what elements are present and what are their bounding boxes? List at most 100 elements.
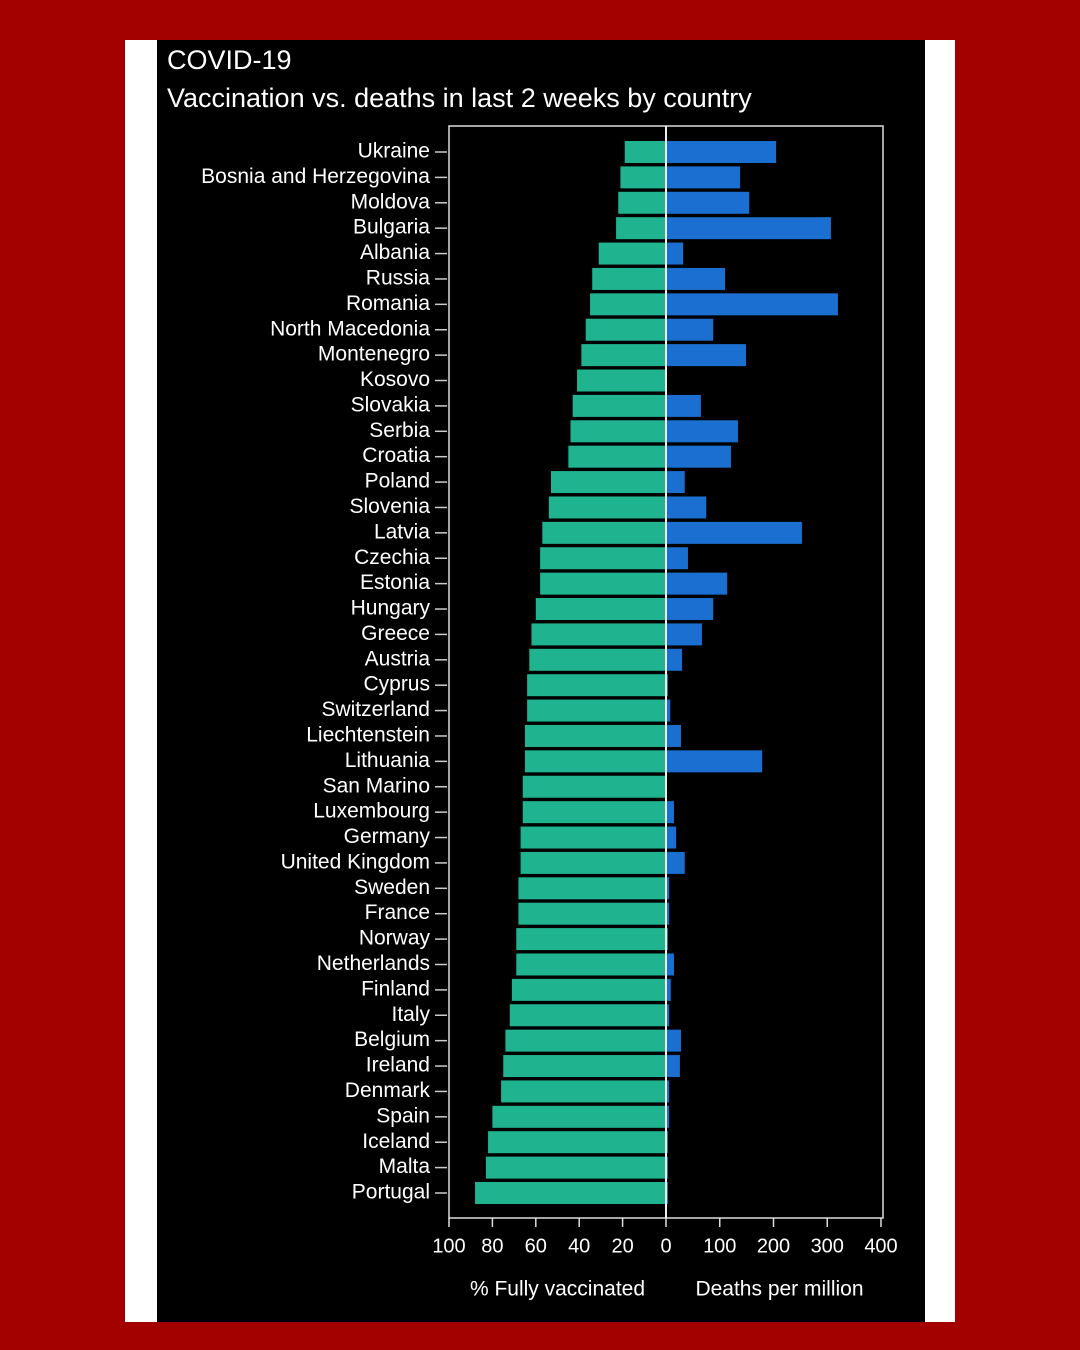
bar: [488, 1131, 665, 1154]
y-tick-label: Italy: [391, 1003, 430, 1026]
bar: [572, 394, 665, 417]
y-tick-label: Bulgaria: [353, 216, 430, 239]
bar: [667, 394, 701, 417]
bar: [667, 978, 671, 1001]
bar: [667, 928, 669, 951]
bar: [590, 293, 665, 316]
x-tick-label: 80: [481, 1235, 503, 1257]
bar: [570, 420, 665, 443]
bar: [667, 851, 685, 874]
y-tick-label: Cyprus: [363, 673, 430, 696]
bar: [667, 496, 707, 519]
bar: [548, 496, 665, 519]
bar: [616, 217, 665, 240]
y-tick-label: Estonia: [360, 571, 430, 594]
bar: [667, 1131, 669, 1154]
bar: [529, 648, 665, 671]
y-tick-label: Slovenia: [349, 495, 430, 518]
bar: [667, 648, 683, 671]
bar: [550, 471, 665, 494]
y-tick-label: Finland: [361, 977, 430, 1000]
y-tick-label: Ireland: [366, 1054, 430, 1077]
y-tick-label: Denmark: [345, 1079, 431, 1102]
y-tick-label: Poland: [365, 470, 430, 493]
bar: [667, 1156, 669, 1179]
y-tick-label: Malta: [379, 1155, 431, 1178]
bar: [667, 1004, 670, 1027]
bar: [518, 877, 665, 900]
y-tick-label: Belgium: [354, 1028, 430, 1051]
bar: [667, 1055, 680, 1078]
y-tick-label: Croatia: [362, 444, 430, 467]
y-tick-label: Albania: [360, 241, 430, 264]
bar: [667, 420, 738, 443]
bar: [516, 928, 665, 951]
x2-tick-label: 400: [864, 1235, 897, 1257]
x-tick-label: 0: [660, 1235, 671, 1257]
y-tick-label: Germany: [344, 825, 431, 848]
y-tick-label: Liechtenstein: [306, 724, 430, 747]
bar: [667, 217, 831, 240]
y-tick-label: Kosovo: [360, 368, 430, 391]
y-tick-label: Ukraine: [358, 140, 430, 163]
y-tick-label: Sweden: [354, 876, 430, 899]
y-tick-label: Moldova: [351, 190, 431, 213]
y-tick-label: Spain: [376, 1104, 430, 1127]
bar: [540, 547, 665, 570]
bar: [667, 166, 741, 189]
y-tick-label: Montenegro: [318, 343, 430, 366]
bar: [667, 826, 677, 849]
y-tick-label: Austria: [365, 647, 431, 670]
bar: [667, 242, 684, 265]
bar: [667, 877, 670, 900]
axis-label: % Fully vaccinated: [470, 1278, 645, 1301]
bar: [540, 572, 665, 595]
y-tick-label: Slovakia: [351, 393, 431, 416]
chart-title: COVID-19: [167, 45, 292, 75]
bar: [509, 1004, 665, 1027]
bar: [577, 369, 665, 392]
x-tick-label: 40: [568, 1235, 590, 1257]
bar: [585, 318, 665, 341]
bar: [667, 293, 838, 316]
bar: [667, 267, 726, 290]
x-tick-label: 20: [611, 1235, 633, 1257]
bar: [485, 1156, 665, 1179]
y-tick-label: Norway: [359, 927, 431, 950]
bar: [667, 724, 681, 747]
bar: [667, 141, 777, 163]
x2-tick-label: 300: [811, 1235, 844, 1257]
y-tick-label: Romania: [346, 292, 430, 315]
bar: [522, 775, 665, 798]
bar: [667, 521, 802, 544]
y-tick-label: North Macedonia: [270, 317, 430, 340]
bar: [667, 699, 671, 722]
bar: [592, 267, 665, 290]
y-tick-label: Czechia: [354, 546, 430, 569]
y-tick-label: United Kingdom: [281, 850, 430, 873]
bar: [667, 1181, 669, 1204]
y-tick-label: Bosnia and Herzegovina: [201, 165, 430, 188]
y-tick-label: Switzerland: [321, 698, 430, 721]
bar: [511, 978, 665, 1001]
bar: [667, 801, 674, 824]
y-tick-label: Hungary: [351, 597, 431, 620]
bar: [527, 699, 665, 722]
bar: [667, 572, 728, 595]
bar: [598, 242, 665, 265]
y-tick-label: Latvia: [374, 520, 430, 543]
y-tick-label: Serbia: [369, 419, 430, 442]
y-tick-label: Luxembourg: [313, 800, 430, 823]
bar: [505, 1029, 665, 1052]
x-tick-label: 60: [525, 1235, 547, 1257]
bar: [667, 1105, 670, 1128]
y-tick-label: Russia: [366, 266, 431, 289]
bar: [620, 166, 665, 189]
bar: [667, 344, 747, 367]
bar: [524, 750, 665, 773]
x2-tick-label: 200: [757, 1235, 790, 1257]
bar: [520, 826, 665, 849]
bar: [492, 1105, 665, 1128]
bar: [522, 801, 665, 824]
